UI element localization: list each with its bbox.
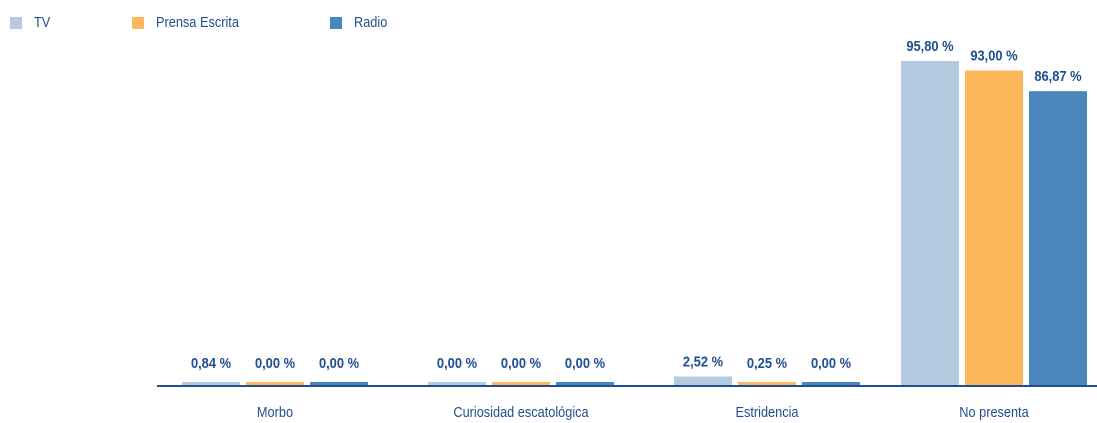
bar-prensa-escrita-curiosidad-escatologica (492, 382, 550, 385)
legend-label-tv: TV (34, 14, 51, 31)
legend-swatch-tv (10, 16, 22, 29)
bar-radio-no-presenta (1029, 91, 1087, 386)
data-label-tv-no-presenta: 95,80 % (906, 37, 954, 54)
legend-swatch-radio (330, 16, 342, 29)
legend-item-prensa-escrita: Prensa Escrita (132, 14, 254, 31)
x-tick-label-morbo: Morbo (257, 403, 293, 420)
data-label-tv-estridencia: 2,52 % (683, 353, 724, 370)
bar-radio-curiosidad-escatologica (556, 382, 614, 385)
data-label-prensa-escrita-estridencia: 0,25 % (747, 354, 788, 371)
legend-item-radio: Radio (330, 14, 393, 31)
bar-radio-morbo (310, 382, 368, 385)
data-label-radio-morbo: 0,00 % (319, 354, 360, 371)
bar-tv-estridencia (674, 376, 732, 385)
bar-tv-curiosidad-escatologica (428, 382, 486, 385)
bar-prensa-escrita-estridencia (738, 382, 796, 385)
data-label-prensa-escrita-morbo: 0,00 % (255, 354, 296, 371)
bar-tv-no-presenta (901, 61, 959, 385)
data-label-radio-estridencia: 0,00 % (811, 354, 852, 371)
legend-swatch-prensa-escrita (132, 16, 144, 29)
x-tick-label-curiosidad-escatologica: Curiosidad escatológica (453, 403, 588, 420)
x-tick-label-estridencia: Estridencia (735, 403, 798, 420)
bar-prensa-escrita-no-presenta (965, 70, 1023, 385)
bar-radio-estridencia (802, 382, 860, 385)
data-label-radio-curiosidad-escatologica: 0,00 % (565, 354, 606, 371)
bar-prensa-escrita-morbo (246, 382, 304, 385)
data-label-tv-curiosidad-escatologica: 0,00 % (437, 354, 478, 371)
data-label-prensa-escrita-curiosidad-escatologica: 0,00 % (501, 354, 542, 371)
data-label-tv-morbo: 0,84 % (191, 354, 232, 371)
legend-item-tv: TV (10, 14, 53, 31)
x-tick-label-no-presenta: No presenta (959, 403, 1029, 420)
legend-label-prensa-escrita: Prensa Escrita (156, 14, 239, 31)
data-label-radio-no-presenta: 86,87 % (1034, 67, 1082, 84)
bar-tv-morbo (182, 382, 240, 385)
legend-label-radio: Radio (354, 14, 388, 31)
data-label-prensa-escrita-no-presenta: 93,00 % (970, 47, 1018, 64)
